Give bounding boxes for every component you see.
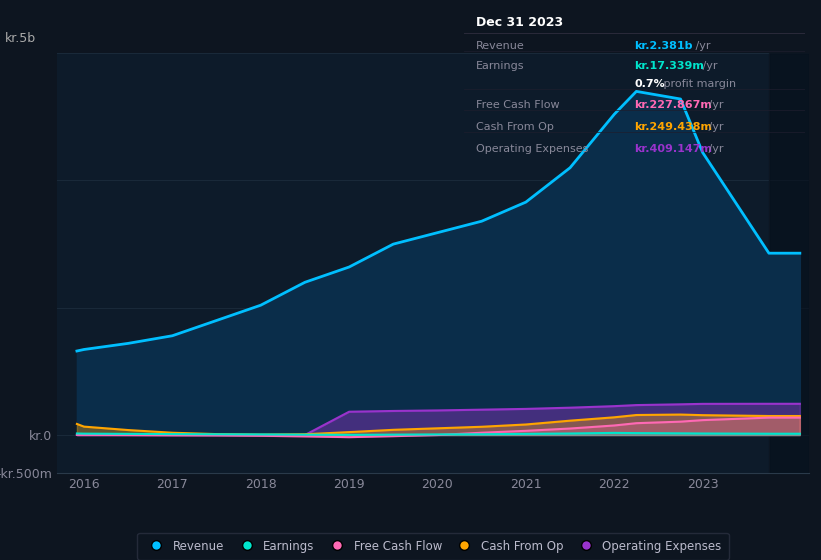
Bar: [769, 53, 809, 473]
Text: /yr: /yr: [705, 122, 724, 132]
Text: Cash From Op: Cash From Op: [476, 122, 553, 132]
Text: kr.17.339m: kr.17.339m: [635, 62, 704, 72]
Text: /yr: /yr: [692, 41, 711, 51]
Text: kr.249.438m: kr.249.438m: [635, 122, 713, 132]
Legend: Revenue, Earnings, Free Cash Flow, Cash From Op, Operating Expenses: Revenue, Earnings, Free Cash Flow, Cash …: [137, 533, 729, 559]
Text: 0.7%: 0.7%: [635, 79, 665, 89]
Text: kr.5b: kr.5b: [5, 32, 36, 45]
Text: profit margin: profit margin: [660, 79, 736, 89]
Text: kr.2.381b: kr.2.381b: [635, 41, 693, 51]
Text: /yr: /yr: [705, 144, 724, 155]
Text: kr.227.867m: kr.227.867m: [635, 100, 712, 110]
Text: kr.409.147m: kr.409.147m: [635, 144, 713, 155]
Text: Earnings: Earnings: [476, 62, 525, 72]
Text: /yr: /yr: [705, 100, 724, 110]
Text: Revenue: Revenue: [476, 41, 525, 51]
Text: Dec 31 2023: Dec 31 2023: [476, 16, 563, 29]
Text: Free Cash Flow: Free Cash Flow: [476, 100, 559, 110]
Text: /yr: /yr: [699, 62, 718, 72]
Text: Operating Expenses: Operating Expenses: [476, 144, 588, 155]
